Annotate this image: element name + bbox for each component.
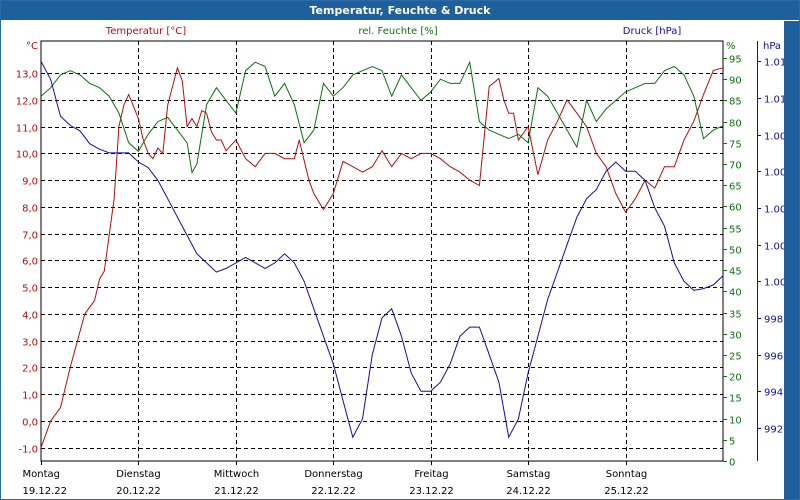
x-day-label: Freitag xyxy=(414,469,448,480)
humidity-tick-label: 95 xyxy=(729,55,742,66)
humidity-unit-label: % xyxy=(726,41,736,52)
pressure-series-line xyxy=(40,60,724,439)
temperature-unit-label: °C xyxy=(26,41,38,52)
humidity-tick-label: 5 xyxy=(729,437,735,448)
pressure-tick-label: 1.008 xyxy=(764,132,784,143)
legend-humidity: rel. Feuchte [%] xyxy=(358,26,437,37)
humidity-tick-label: 80 xyxy=(729,119,742,130)
temperature-tick-label: 2,0 xyxy=(22,364,38,375)
humidity-tick-label: 50 xyxy=(729,246,742,257)
pressure-tick-label: 1.010 xyxy=(764,95,784,106)
humidity-tick-label: 90 xyxy=(729,76,742,87)
pressure-tick-label: 1.006 xyxy=(764,168,784,179)
window-right-border xyxy=(784,21,799,499)
pressure-tick-label: 992 xyxy=(764,425,783,436)
humidity-tick-label: 10 xyxy=(729,416,742,427)
x-day-label: Donnerstag xyxy=(304,469,362,480)
humidity-tick-label: 55 xyxy=(729,225,742,236)
x-day-label: Mittwoch xyxy=(214,469,259,480)
humidity-tick-label: 25 xyxy=(729,352,742,363)
humidity-tick-label: 35 xyxy=(729,310,742,321)
x-date-label: 24.12.22 xyxy=(506,486,551,497)
temperature-tick-label: 13,0 xyxy=(16,70,38,81)
temperature-tick-label: 4,0 xyxy=(22,311,38,322)
humidity-tick-label: 70 xyxy=(729,161,742,172)
humidity-tick-label: 15 xyxy=(729,394,742,405)
chart-canvas: -1,0 0,0 1,0 2,0 3,0 4,0 5,0 6,0 7,0 8,0 9,0 10,0 11… xyxy=(16,26,784,497)
x-day-label: Sonntag xyxy=(606,469,648,480)
temperature-tick-label: 12,0 xyxy=(16,97,38,108)
humidity-tick-label: 0 xyxy=(729,458,735,469)
pressure-tick-label: 1.004 xyxy=(764,205,784,216)
temperature-tick-label: 5,0 xyxy=(22,284,38,295)
temperature-tick-label: 9,0 xyxy=(22,177,38,188)
pressure-tick-label: 998 xyxy=(764,315,783,326)
pressure-tick-label: 1.002 xyxy=(764,242,784,253)
temperature-tick-label: 8,0 xyxy=(22,204,38,215)
humidity-tick-label: 30 xyxy=(729,331,742,342)
humidity-tick-label: 60 xyxy=(729,203,742,214)
pressure-unit-label: hPa xyxy=(763,41,781,52)
temperature-tick-label: 6,0 xyxy=(22,257,38,268)
humidity-tick-label: 45 xyxy=(729,267,742,278)
temperature-tick-label: -1,0 xyxy=(18,445,38,456)
temperature-tick-label: 3,0 xyxy=(22,338,38,349)
pressure-tick-label: 1.012 xyxy=(764,58,784,69)
pressure-tick-label: 996 xyxy=(764,352,783,363)
x-day-label: Dienstag xyxy=(116,469,161,480)
humidity-tick-label: 85 xyxy=(729,97,742,108)
x-date-label: 21.12.22 xyxy=(214,486,259,497)
humidity-tick-label: 40 xyxy=(729,288,742,299)
pressure-tick-label: 1.000 xyxy=(764,278,784,289)
temperature-series-line xyxy=(40,66,724,448)
x-day-label: Montag xyxy=(23,469,60,480)
window-title: Temperatur, Feuchte & Druck xyxy=(1,1,799,20)
legend-temperature: Temperatur [°C] xyxy=(105,26,186,37)
temperature-tick-label: 1,0 xyxy=(22,391,38,402)
x-date-label: 22.12.22 xyxy=(311,486,356,497)
humidity-tick-label: 65 xyxy=(729,182,742,193)
legend-pressure: Druck [hPa] xyxy=(623,26,682,37)
x-date-label: 25.12.22 xyxy=(604,486,649,497)
humidity-tick-label: 20 xyxy=(729,373,742,384)
temperature-tick-label: 0,0 xyxy=(22,418,38,429)
x-day-label: Samstag xyxy=(507,469,551,480)
x-date-label: 19.12.22 xyxy=(23,486,68,497)
pressure-tick-label: 994 xyxy=(764,388,783,399)
x-date-label: 20.12.22 xyxy=(116,486,161,497)
x-date-label: 23.12.22 xyxy=(409,486,454,497)
humidity-tick-label: 75 xyxy=(729,140,742,151)
plot-frame xyxy=(40,40,724,462)
temperature-tick-label: 10,0 xyxy=(16,150,38,161)
temperature-tick-label: 11,0 xyxy=(16,124,38,135)
humidity-series-line xyxy=(40,60,724,174)
temperature-tick-label: 7,0 xyxy=(22,231,38,242)
